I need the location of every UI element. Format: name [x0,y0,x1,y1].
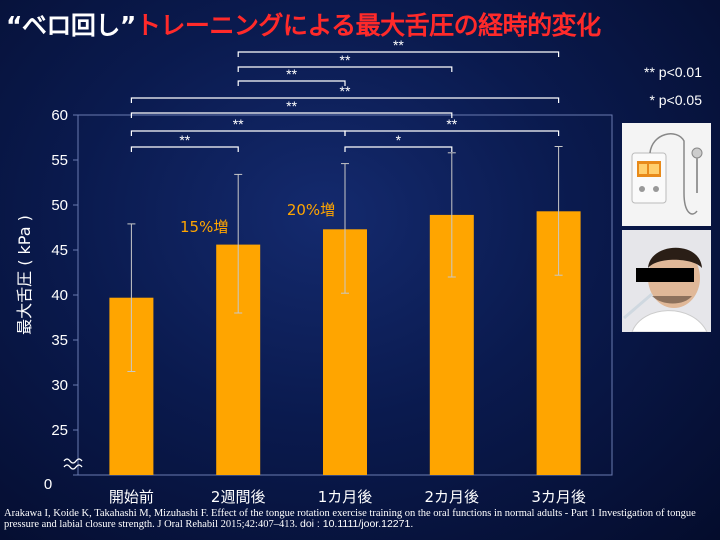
y-tick-label: 55 [51,152,68,169]
increase-annotation: 15%増 [180,218,228,236]
citation-text: Arakawa I, Koide K, Takahashi M, Mizuhas… [4,508,696,530]
x-tick-label: 2カ月後 [425,488,480,506]
y-tick-label: 40 [51,287,68,304]
y-tick-label: 25 [51,422,68,439]
citation-doi: doi : 10.1111/joor.12271. [299,518,414,530]
increase-annotation: 20%増 [287,201,335,219]
significance-label: ** [340,52,351,68]
significance-label: ** [286,98,297,114]
significance-bracket [344,130,560,136]
subject-icon [622,230,711,332]
significance-bracket [130,97,560,103]
y-zero-label: 0 [44,476,52,493]
x-tick-label: 1カ月後 [318,488,373,506]
device-icon [622,123,711,226]
legend-p001: ** p<0.01 [644,64,702,80]
significance-bracket [130,146,239,152]
significance-bracket [344,146,453,152]
y-tick-label: 30 [51,377,68,394]
significance-label: ** [340,83,351,99]
subject-photo [622,230,711,332]
y-tick-label: 50 [51,197,68,214]
y-tick-label: 60 [51,107,68,124]
x-tick-label: 3カ月後 [531,488,586,506]
x-tick-label: 2週間後 [211,488,266,506]
significance-label: ** [286,66,297,82]
slide-title: “ベロ回し”トレーニングによる最大舌圧の経時的変化 [6,6,601,42]
significance-label: ** [393,37,404,53]
axis-break-mark [63,464,83,470]
axis-break-mark [63,458,83,464]
significance-bracket [130,112,453,118]
significance-label: * [396,132,402,148]
significance-label: ** [233,116,244,132]
x-tick-label: 開始前 [109,488,154,506]
legend-p005: * p<0.05 [649,92,702,108]
title-prefix: “ベロ回し” [6,11,136,40]
significance-label: ** [179,132,190,148]
significance-bracket [237,80,346,86]
title-main: トレーニングによる最大舌圧の経時的変化 [135,11,601,40]
y-tick-label: 45 [51,242,68,259]
y-tick-label: 35 [51,332,68,349]
significance-bracket [237,51,560,57]
significance-label: ** [446,116,457,132]
significance-bracket [237,66,453,72]
citation: Arakawa I, Koide K, Takahashi M, Mizuhas… [4,508,720,530]
y-axis-label: 最大舌圧 ( kPa ) [15,215,34,335]
device-photo [622,123,711,226]
